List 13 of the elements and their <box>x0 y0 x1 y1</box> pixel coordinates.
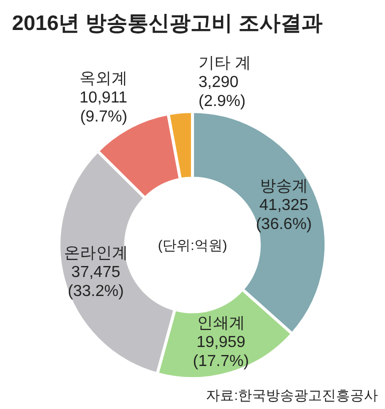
text: (단위:억원) <box>158 237 228 253</box>
slice-label: 인쇄계 <box>196 315 245 332</box>
slice-label: 온라인계 <box>64 244 128 262</box>
data-label: 3,290 (2.9%) <box>198 74 246 110</box>
data-label: 41,325 (36.6%) <box>256 197 312 234</box>
slice-label: 방송계 <box>260 178 308 196</box>
slice-label: 옥외계 <box>79 70 128 88</box>
slice-label: 기타 계 <box>198 55 251 72</box>
data-label: 37,475 (33.2%) <box>68 264 124 300</box>
data-label: 19,959 (17.7%) <box>192 334 249 370</box>
text: 자료:한국방송광고진흥공사 <box>206 387 378 403</box>
chart-title: 2016년 방송통신광고비 조사결과 <box>12 12 322 35</box>
data-label: 10,911 (9.7%) <box>80 90 128 126</box>
